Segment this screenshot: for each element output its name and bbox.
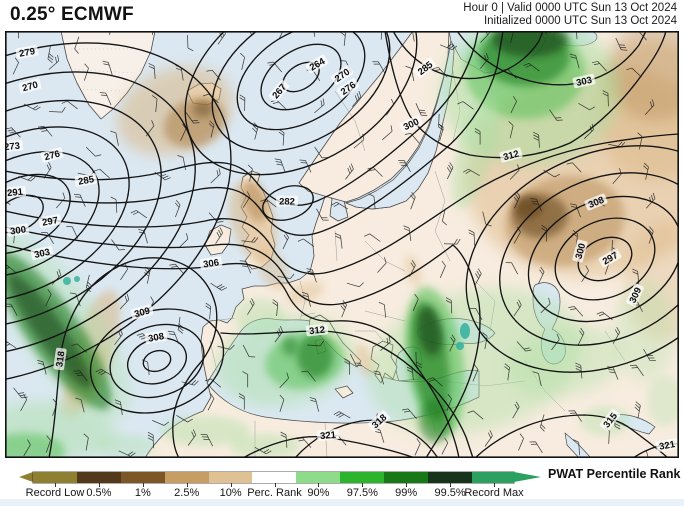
svg-text:303: 303 [33, 247, 51, 261]
contour-label: 300 [6, 223, 30, 237]
svg-text:285: 285 [77, 174, 95, 188]
contour-label: 282 [276, 195, 298, 207]
legend-tick [55, 483, 56, 487]
svg-text:270: 270 [21, 80, 39, 95]
model-title: 0.25° ECMWF [10, 4, 134, 25]
legend-label: Perc. Rank [247, 487, 302, 499]
svg-text:303: 303 [575, 75, 593, 89]
legend-segment [76, 472, 121, 483]
wind-barbs-layer [5, 31, 656, 458]
weather-map: 279 270 273 276 285 291 297 300 303 264 267 270 276 2… [5, 31, 679, 458]
colorbar-right-arrow [514, 472, 541, 482]
legend-segment [120, 472, 165, 483]
legend-segment [384, 472, 428, 483]
init-time-line: Initialized 0000 UTC Sun 13 Oct 2024 [483, 15, 677, 27]
legend-label: 99% [395, 487, 418, 499]
legend-segment [164, 472, 209, 483]
legend-segment [471, 472, 514, 483]
valid-time-line: Hour 0 | Valid 0000 UTC Sun 13 Oct 2024 [463, 2, 677, 14]
svg-text:300: 300 [10, 224, 27, 237]
contour-label: 312 [499, 147, 523, 164]
svg-text:279: 279 [18, 46, 36, 60]
contour-label: 297 [38, 214, 62, 229]
contour-label: 279 [15, 45, 39, 60]
valid-time-block: Hour 0 | Valid 0000 UTC Sun 13 Oct 2024 … [463, 2, 677, 28]
legend-label: 0.5% [86, 487, 112, 499]
contour-label: 321 [316, 428, 340, 442]
legend-tick [142, 483, 144, 487]
svg-text:318: 318 [54, 351, 67, 368]
legend-label: 2.5% [174, 487, 200, 499]
legend-tick [450, 483, 452, 487]
legend-segment [296, 472, 341, 483]
svg-text:300: 300 [574, 242, 589, 260]
svg-text:273: 273 [5, 141, 20, 153]
pwat-legend: Record Low 0.5% 1% 2.5% 10% Perc. Rank 90% 97.5… [0, 462, 684, 502]
legend-label: Record Low [25, 487, 85, 499]
legend-title: PWAT Percentile Rank [548, 467, 681, 481]
contour-label: 309 [130, 304, 154, 321]
svg-text:291: 291 [7, 187, 24, 199]
legend-tick [362, 483, 364, 487]
percentile-shading-layer [5, 31, 679, 458]
contour-label: 285 [74, 173, 98, 188]
legend-label: 90% [307, 487, 330, 499]
contour-label: 308 [584, 193, 608, 211]
legend-label: Record Max [464, 487, 524, 499]
legend-segment [252, 472, 297, 483]
svg-text:321: 321 [658, 439, 676, 453]
svg-text:276: 276 [43, 149, 61, 164]
legend-label: 10% [219, 487, 242, 499]
legend-tick [406, 483, 408, 487]
contour-label: 306 [199, 256, 223, 270]
contour-label: 303 [572, 73, 596, 89]
svg-text:309: 309 [133, 306, 151, 321]
legend-tick [186, 483, 188, 487]
colorbar [33, 472, 514, 483]
legend-label: 1% [134, 487, 151, 499]
svg-text:312: 312 [502, 149, 520, 164]
legend-tick [230, 483, 232, 487]
svg-text:306: 306 [203, 257, 220, 270]
legend-tick [494, 483, 495, 487]
svg-text:297: 297 [41, 215, 59, 229]
svg-text:312: 312 [309, 325, 326, 338]
map-border [5, 31, 679, 458]
svg-text:308: 308 [147, 331, 165, 345]
bottom-strip [0, 499, 684, 506]
legend-tick [274, 483, 276, 487]
svg-text:321: 321 [320, 430, 337, 442]
contour-label: 276 [40, 147, 64, 164]
legend-segment [208, 472, 253, 483]
contour-label: 318 [53, 347, 67, 371]
legend-label: 97.5% [346, 487, 378, 499]
colorbar-left-arrow [19, 472, 33, 482]
legend-segment [427, 472, 472, 483]
contour-label: 312 [305, 323, 329, 338]
contour-labels-layer: 2792702732762852912973003032642672702762… [5, 45, 679, 453]
contour-label: 270 [18, 78, 42, 95]
legend-segment [340, 472, 385, 483]
map-canvas: 2792702732762852912973003032642672702762… [5, 31, 679, 458]
contour-label: 303 [30, 245, 54, 261]
legend-segment [33, 472, 77, 483]
legend-tick [98, 483, 100, 487]
legend-tick [318, 483, 320, 487]
svg-text:308: 308 [587, 195, 606, 211]
legend-label: 99.5% [434, 487, 466, 499]
contour-label: 308 [144, 330, 168, 345]
contour-label: 321 [655, 438, 679, 453]
svg-text:282: 282 [279, 196, 295, 207]
contour-label: 291 [5, 185, 27, 199]
contour-label: 300 [572, 239, 589, 263]
